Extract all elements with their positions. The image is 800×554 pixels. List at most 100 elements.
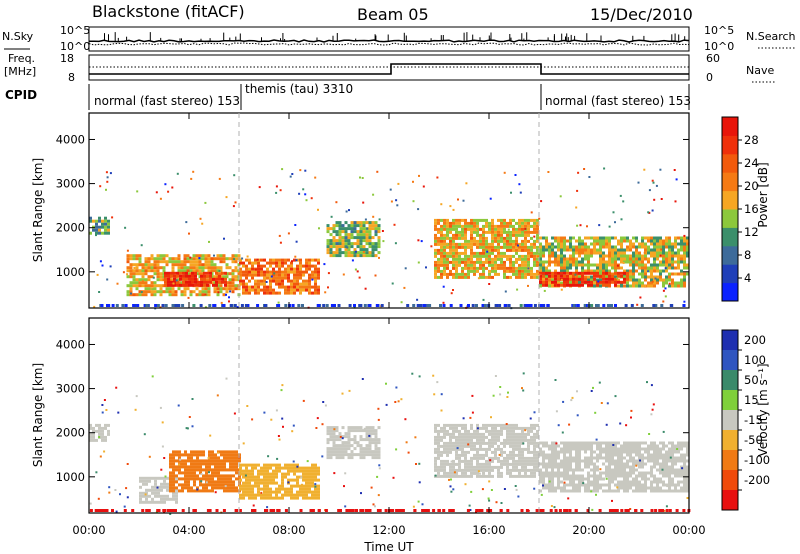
heatmap-cell <box>581 474 584 478</box>
heatmap-cell <box>623 277 626 281</box>
heatmap-cell <box>662 242 665 246</box>
heatmap-cell <box>452 441 455 445</box>
heatmap-cell <box>344 236 348 240</box>
station-title: Blackstone (fitACF) <box>92 2 245 21</box>
heatmap-cell <box>101 435 104 439</box>
heatmap-cell <box>575 459 578 463</box>
heatmap-cell <box>207 254 211 258</box>
heatmap-cell <box>503 224 506 228</box>
heatmap-cell <box>229 489 232 493</box>
heatmap-cell <box>201 257 205 261</box>
heatmap-cell <box>245 487 248 491</box>
heatmap-cell <box>614 444 617 448</box>
heatmap-cell <box>269 472 272 476</box>
heatmap-cell <box>503 459 506 463</box>
heatmap-cell <box>512 465 515 469</box>
heatmap-cell <box>311 276 314 280</box>
heatmap-cell <box>677 248 680 252</box>
heatmap-cell <box>299 276 302 280</box>
heatmap-cell <box>139 497 142 501</box>
heatmap-cell <box>515 423 518 427</box>
heatmap-cell <box>503 260 506 264</box>
heatmap-cell <box>251 475 254 479</box>
heatmap-cell <box>521 260 524 264</box>
heatmap-point <box>233 304 237 307</box>
heatmap-cell <box>446 453 449 457</box>
heatmap-cell <box>223 489 226 493</box>
heatmap-cell <box>566 450 569 454</box>
heatmap-cell <box>503 239 506 243</box>
heatmap-cell <box>638 245 641 249</box>
heatmap-cell <box>104 225 107 229</box>
heatmap-cell <box>293 270 296 274</box>
heatmap-cell <box>644 254 647 258</box>
heatmap-cell <box>347 444 351 448</box>
heatmap-cell <box>566 245 569 249</box>
heatmap-point <box>141 280 144 283</box>
heatmap-cell <box>135 272 139 276</box>
heatmap-cell <box>668 474 671 478</box>
heatmap-cell <box>551 456 554 460</box>
heatmap-cell <box>168 287 172 291</box>
heatmap-cell <box>326 456 330 460</box>
heatmap-cell <box>287 270 290 274</box>
heatmap-cell <box>434 239 437 243</box>
heatmap-cell <box>554 251 557 255</box>
heatmap-cell <box>234 254 238 258</box>
heatmap-cell <box>686 245 689 249</box>
heatmap-point <box>229 290 232 293</box>
heatmap-cell <box>584 489 587 493</box>
heatmap-cell <box>446 257 449 261</box>
heatmap-cell <box>596 441 599 445</box>
heatmap-cell <box>132 281 136 285</box>
heatmap-cell <box>335 444 339 448</box>
heatmap-cell <box>635 459 638 463</box>
heatmap-cell <box>449 239 452 243</box>
heatmap-cell <box>257 288 260 292</box>
heatmap-cell <box>614 465 617 469</box>
heatmap-cell <box>308 285 311 289</box>
heatmap-cell <box>521 462 524 466</box>
heatmap-cell <box>341 236 345 240</box>
heatmap-cell <box>458 257 461 261</box>
heatmap-cell <box>551 254 554 258</box>
heatmap-cell <box>509 254 512 258</box>
heatmap-cell <box>506 266 509 270</box>
heatmap-point <box>198 257 201 260</box>
heatmap-point <box>220 301 223 304</box>
heatmap-point <box>353 304 356 307</box>
heatmap-cell <box>458 230 461 234</box>
heatmap-cell <box>587 474 590 478</box>
heatmap-cell <box>242 270 245 274</box>
heatmap-cell <box>204 266 208 270</box>
heatmap-cell <box>151 476 154 480</box>
heatmap-point <box>103 399 106 401</box>
heatmap-cell <box>368 236 372 240</box>
heatmap-cell <box>148 488 151 492</box>
heatmap-cell <box>587 271 590 275</box>
heatmap-cell <box>338 438 342 442</box>
heatmap-cell <box>455 468 458 472</box>
heatmap-cell <box>248 291 251 295</box>
heatmap-cell <box>190 471 193 475</box>
heatmap-cell <box>626 450 629 454</box>
heatmap-point <box>315 427 318 429</box>
heatmap-cell <box>317 484 320 488</box>
heatmap-cell <box>242 475 245 479</box>
heatmap-cell <box>278 463 281 467</box>
heatmap-cell <box>284 472 287 476</box>
heatmap-cell <box>560 474 563 478</box>
heatmap-cell <box>497 263 500 267</box>
heatmap-cell <box>231 281 235 285</box>
heatmap-point <box>440 203 443 206</box>
heatmap-cell <box>563 462 566 466</box>
heatmap-cell <box>254 261 257 265</box>
heatmap-cell <box>449 221 452 225</box>
heatmap-cell <box>578 483 581 487</box>
heatmap-cell <box>175 491 178 495</box>
heatmap-cell <box>653 474 656 478</box>
heatmap-cell <box>506 248 509 252</box>
heatmap-cell <box>222 287 226 291</box>
heatmap-cell <box>470 441 473 445</box>
heatmap-cell <box>656 456 659 460</box>
